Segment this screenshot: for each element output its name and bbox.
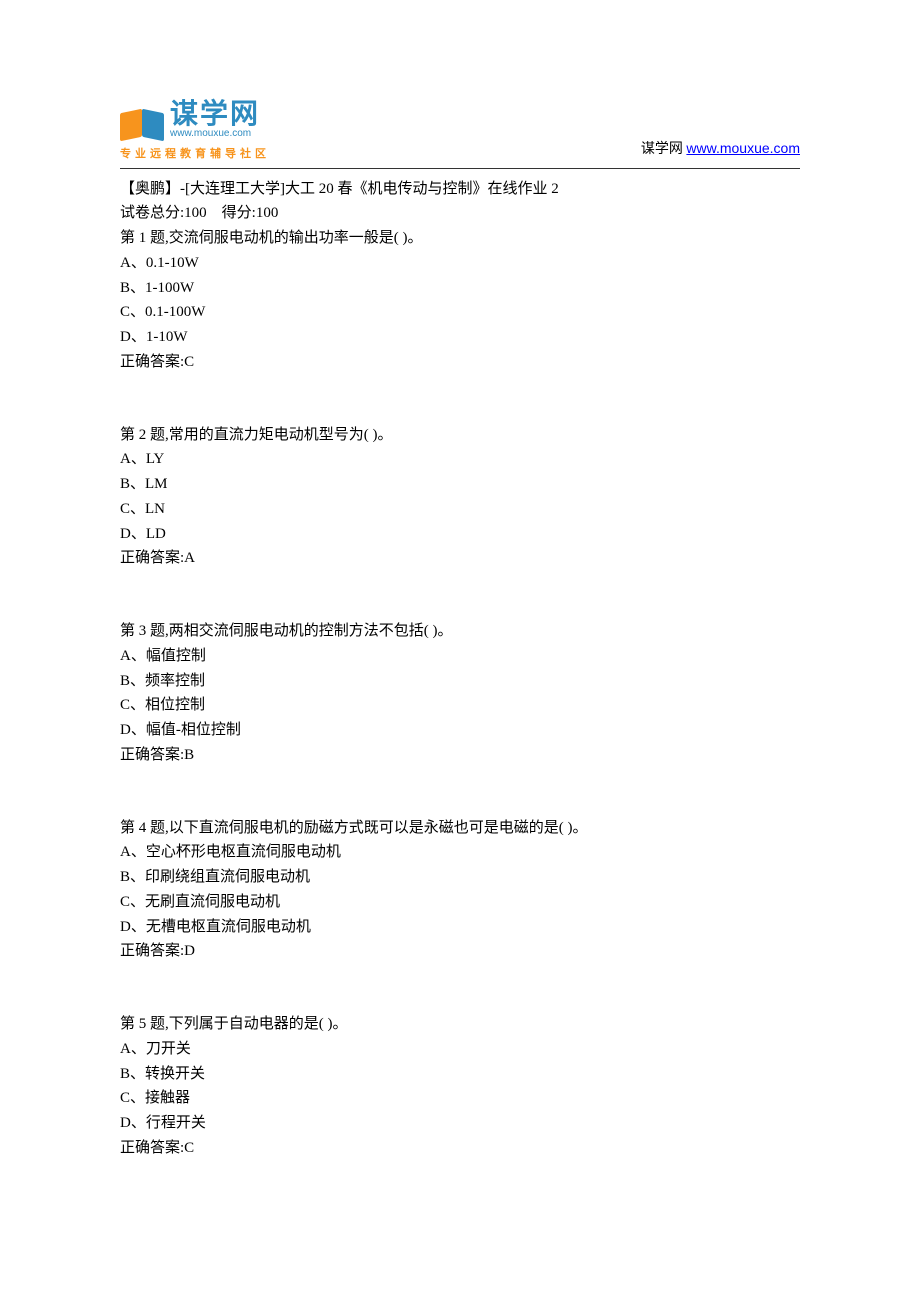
- question-option: D、行程开关: [120, 1111, 800, 1136]
- logo-area: 谋学网 www.mouxue.com 专 业 远 程 教 育 辅 导 社 区: [120, 100, 266, 164]
- logo-book-icon: [120, 101, 164, 139]
- question-block: 第 1 题,交流伺服电动机的输出功率一般是( )。 A、0.1-10W B、1-…: [120, 226, 800, 375]
- question-option: C、接触器: [120, 1086, 800, 1111]
- question-option: C、相位控制: [120, 693, 800, 718]
- header-right-label: 谋学网: [641, 142, 683, 157]
- logo-url-text: www.mouxue.com: [170, 128, 260, 140]
- tagline-char: 业: [135, 146, 146, 164]
- logo-top: 谋学网 www.mouxue.com: [120, 100, 266, 140]
- question-stem: 第 4 题,以下直流伺服电机的励磁方式既可以是永磁也可是电磁的是( )。: [120, 816, 800, 841]
- header-right: 谋学网 www.mouxue.com: [641, 137, 800, 163]
- question-answer: 正确答案:C: [120, 350, 800, 375]
- question-option: D、无槽电枢直流伺服电动机: [120, 915, 800, 940]
- question-answer: 正确答案:C: [120, 1136, 800, 1161]
- question-option: D、LD: [120, 522, 800, 547]
- exam-score-line: 试卷总分:100 得分:100: [120, 201, 800, 226]
- question-stem: 第 2 题,常用的直流力矩电动机型号为( )。: [120, 423, 800, 448]
- page-header: 谋学网 www.mouxue.com 专 业 远 程 教 育 辅 导 社 区 谋…: [120, 100, 800, 169]
- question-block: 第 2 题,常用的直流力矩电动机型号为( )。 A、LY B、LM C、LN D…: [120, 423, 800, 572]
- tagline-char: 教: [180, 146, 191, 164]
- logo-tagline: 专 业 远 程 教 育 辅 导 社 区: [120, 146, 266, 164]
- question-stem: 第 3 题,两相交流伺服电动机的控制方法不包括( )。: [120, 619, 800, 644]
- question-option: B、转换开关: [120, 1062, 800, 1087]
- question-option: B、LM: [120, 472, 800, 497]
- question-stem: 第 5 题,下列属于自动电器的是( )。: [120, 1012, 800, 1037]
- question-option: C、无刷直流伺服电动机: [120, 890, 800, 915]
- question-option: B、印刷绕组直流伺服电动机: [120, 865, 800, 890]
- question-option: B、1-100W: [120, 276, 800, 301]
- question-option: C、0.1-100W: [120, 300, 800, 325]
- question-block: 第 4 题,以下直流伺服电机的励磁方式既可以是永磁也可是电磁的是( )。 A、空…: [120, 816, 800, 965]
- exam-title: 【奥鹏】-[大连理工大学]大工 20 春《机电传动与控制》在线作业 2: [120, 177, 800, 202]
- tagline-char: 程: [165, 146, 176, 164]
- total-score-label: 试卷总分:100: [120, 205, 207, 221]
- question-option: D、1-10W: [120, 325, 800, 350]
- question-answer: 正确答案:B: [120, 743, 800, 768]
- tagline-char: 社: [240, 146, 251, 164]
- tagline-char: 专: [120, 146, 131, 164]
- exam-content: 【奥鹏】-[大连理工大学]大工 20 春《机电传动与控制》在线作业 2 试卷总分…: [120, 177, 800, 1161]
- question-option: A、LY: [120, 447, 800, 472]
- tagline-char: 远: [150, 146, 161, 164]
- question-stem: 第 1 题,交流伺服电动机的输出功率一般是( )。: [120, 226, 800, 251]
- question-option: A、刀开关: [120, 1037, 800, 1062]
- question-option: C、LN: [120, 497, 800, 522]
- question-answer: 正确答案:D: [120, 939, 800, 964]
- score-label: 得分:100: [222, 205, 279, 221]
- tagline-char: 辅: [210, 146, 221, 164]
- question-option: D、幅值-相位控制: [120, 718, 800, 743]
- question-option: A、幅值控制: [120, 644, 800, 669]
- question-option: A、0.1-10W: [120, 251, 800, 276]
- question-block: 第 3 题,两相交流伺服电动机的控制方法不包括( )。 A、幅值控制 B、频率控…: [120, 619, 800, 768]
- header-website-link[interactable]: www.mouxue.com: [686, 140, 800, 156]
- question-block: 第 5 题,下列属于自动电器的是( )。 A、刀开关 B、转换开关 C、接触器 …: [120, 1012, 800, 1161]
- tagline-char: 育: [195, 146, 206, 164]
- question-option: B、频率控制: [120, 669, 800, 694]
- question-option: A、空心杯形电枢直流伺服电动机: [120, 840, 800, 865]
- tagline-char: 导: [225, 146, 236, 164]
- tagline-char: 区: [255, 146, 266, 164]
- logo-cn-name: 谋学网: [170, 100, 260, 128]
- logo-text-block: 谋学网 www.mouxue.com: [170, 100, 260, 140]
- question-answer: 正确答案:A: [120, 546, 800, 571]
